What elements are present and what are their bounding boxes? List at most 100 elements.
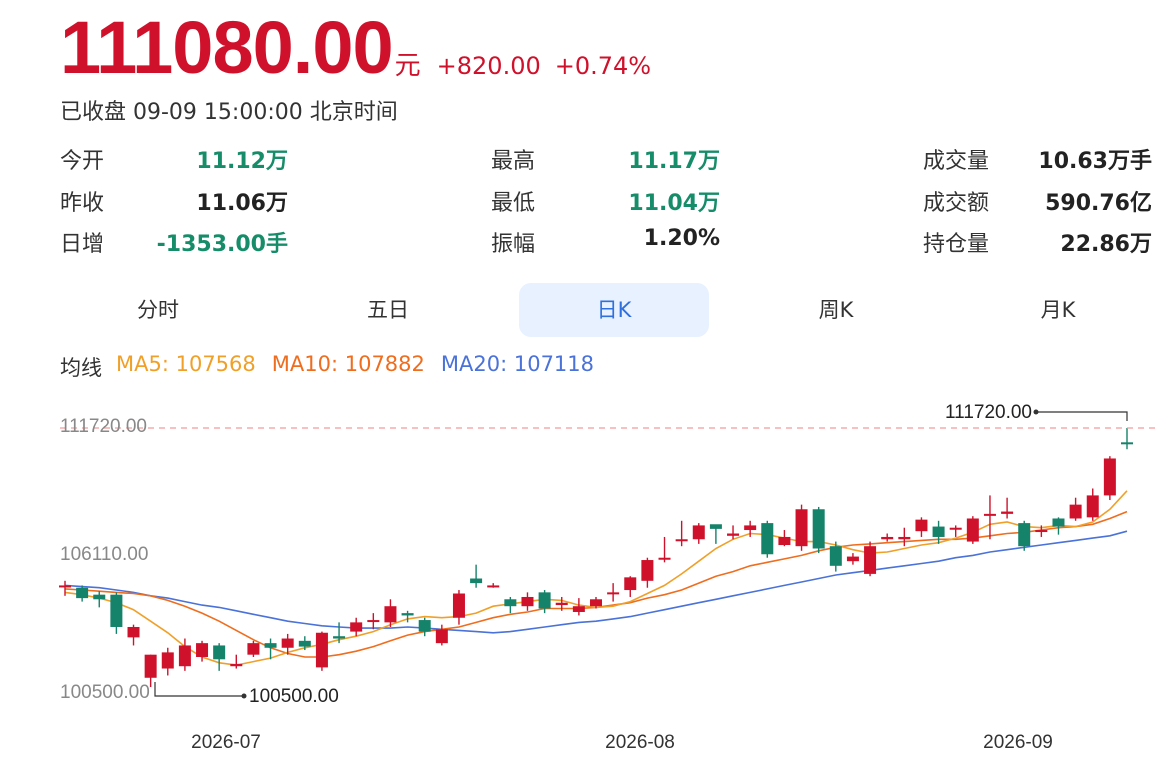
- price-change-percent: +0.74%: [554, 52, 652, 80]
- y-tick-mid: 106110.00: [60, 544, 148, 565]
- candle-up: [1069, 504, 1082, 519]
- candle-up: [607, 592, 620, 595]
- candle-up: [881, 536, 894, 540]
- candle-down: [1018, 523, 1031, 547]
- ma20-line: [64, 530, 1128, 634]
- candle-down: [709, 524, 722, 529]
- low-marker-label: 100500.00: [249, 686, 339, 707]
- tab-five-day[interactable]: 五日: [367, 298, 409, 322]
- candle-down: [504, 599, 517, 607]
- ma20-value: MA20: 107118: [440, 352, 595, 376]
- candle-down: [1052, 518, 1065, 527]
- candle-down: [298, 640, 311, 647]
- stat-value-prev-close: 11.06万: [196, 191, 288, 216]
- candle-down: [264, 643, 277, 648]
- candle-down: [812, 509, 825, 549]
- price-header: 111080.00 元 +820.00 +0.74%: [60, 8, 651, 88]
- stat-value-amplitude: 1.20%: [643, 226, 720, 251]
- low-marker-leader: [154, 682, 244, 697]
- candle-up: [692, 525, 705, 540]
- candle-up: [281, 638, 294, 648]
- candle-up: [247, 643, 260, 655]
- candle-up: [196, 643, 209, 657]
- candle-down: [333, 636, 346, 639]
- low-marker-dot: [241, 693, 247, 699]
- stat-label-low: 最低: [491, 191, 536, 216]
- candle-up: [572, 606, 585, 612]
- candle-up: [384, 606, 397, 623]
- candle-up: [178, 645, 191, 667]
- candle-up: [1103, 458, 1116, 496]
- candle-up: [1001, 511, 1014, 514]
- candle-down: [932, 526, 945, 537]
- stat-value-low: 11.04万: [628, 191, 720, 216]
- stat-label-open-interest: 持仓量: [923, 232, 990, 257]
- candle-up: [555, 602, 568, 606]
- candle-up: [1035, 530, 1048, 533]
- candle-down: [93, 594, 106, 600]
- candle-up: [161, 652, 174, 669]
- ma10-value: MA10: 107882: [271, 352, 425, 376]
- candle-down: [213, 645, 226, 660]
- x-label-september: 2026-09: [983, 732, 1053, 753]
- candle-up: [864, 546, 877, 574]
- candle-up: [59, 585, 71, 588]
- tab-intraday[interactable]: 分时: [137, 298, 179, 322]
- stat-label-high: 最高: [491, 149, 536, 174]
- candle-up: [658, 557, 671, 560]
- ma-legend: 均线 MA5: 107568 MA10: 107882 MA20: 107118: [60, 352, 594, 382]
- price-change: +820.00: [436, 52, 541, 80]
- candle-up: [624, 577, 637, 591]
- candle-up: [230, 663, 243, 667]
- ma-legend-title: 均线: [60, 356, 102, 380]
- x-label-august: 2026-08: [605, 732, 675, 753]
- candle-up: [521, 596, 534, 607]
- candle-up: [778, 536, 791, 546]
- candle-up: [795, 509, 808, 547]
- candle-up: [144, 654, 157, 678]
- tab-daily-k[interactable]: 日K: [519, 283, 709, 337]
- candle-up: [590, 599, 602, 607]
- candle-up: [898, 536, 911, 540]
- high-marker-label: 111720.00: [945, 402, 1032, 423]
- stat-value-open: 11.12万: [196, 149, 288, 174]
- candle-up: [966, 518, 979, 542]
- candle-up: [675, 539, 688, 542]
- y-tick-low: 100500.00: [60, 682, 150, 703]
- candle-up: [127, 626, 140, 638]
- ma5-line: [64, 490, 1128, 666]
- current-price: 111080.00: [60, 6, 394, 89]
- ma5-value: MA5: 107568: [116, 352, 256, 376]
- candle-up: [744, 525, 757, 531]
- x-label-july: 2026-07: [191, 732, 261, 753]
- extreme-markers: 111720.00 100500.00: [154, 402, 1128, 707]
- candle-up: [350, 622, 363, 632]
- stat-value-daily-increase: -1353.00手: [156, 232, 288, 257]
- moving-average-lines: [64, 490, 1128, 666]
- chart-period-tabs: 分时 五日 日K 周K 月K: [60, 283, 1160, 337]
- high-marker-leader: [1036, 411, 1128, 421]
- candle-down: [418, 620, 431, 632]
- stat-label-turnover: 成交额: [923, 191, 990, 216]
- candle-down: [761, 523, 774, 555]
- candle-up: [367, 620, 380, 623]
- tab-weekly-k[interactable]: 周K: [818, 298, 854, 322]
- stat-value-volume: 10.63万手: [1038, 149, 1152, 174]
- candle-down: [76, 587, 89, 599]
- high-marker-dot: [1033, 409, 1039, 415]
- candle-down: [538, 592, 551, 609]
- price-unit: 元: [394, 51, 421, 81]
- candle-up: [983, 513, 996, 516]
- candle-up: [846, 556, 859, 562]
- candle-up: [1086, 495, 1099, 518]
- stat-label-prev-close: 昨收: [60, 191, 105, 216]
- stat-value-open-interest: 22.86万: [1060, 232, 1152, 257]
- stat-value-high: 11.17万: [628, 149, 720, 174]
- candle-up: [435, 629, 448, 644]
- candle-up: [487, 585, 500, 588]
- candle-up: [949, 527, 962, 530]
- candles-group: [59, 428, 1133, 687]
- tab-monthly-k[interactable]: 月K: [1040, 298, 1076, 322]
- stat-label-amplitude: 振幅: [491, 232, 536, 257]
